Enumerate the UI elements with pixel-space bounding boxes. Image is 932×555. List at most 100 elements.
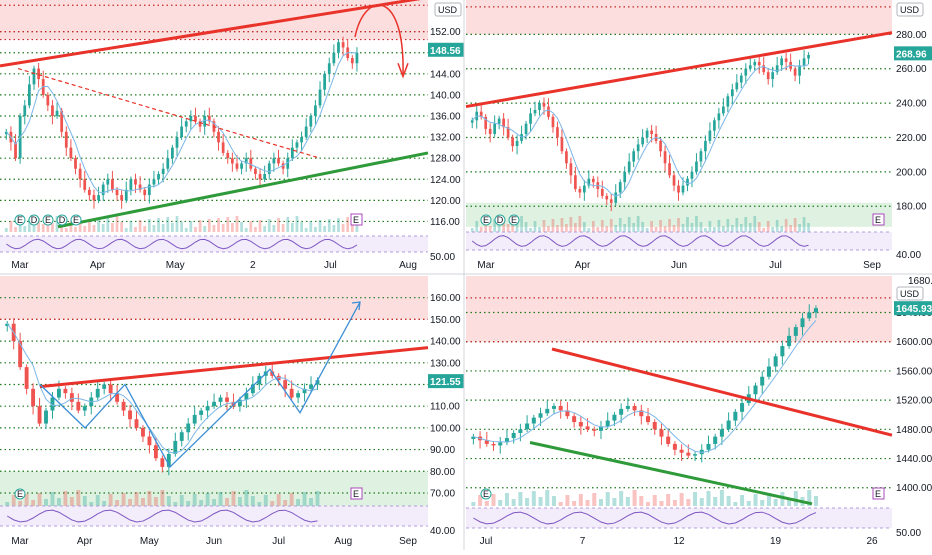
candle[interactable] — [679, 449, 684, 453]
candle[interactable] — [143, 189, 147, 196]
event-marker[interactable] — [14, 488, 26, 500]
candle[interactable] — [267, 163, 271, 174]
candle[interactable] — [618, 182, 622, 193]
candle[interactable] — [479, 111, 483, 117]
candle[interactable] — [124, 189, 128, 201]
candle[interactable] — [57, 388, 61, 398]
candle[interactable] — [639, 410, 644, 417]
trend-line[interactable] — [551, 347, 893, 437]
candle[interactable] — [192, 414, 197, 424]
candle[interactable] — [74, 158, 77, 169]
candle[interactable] — [207, 116, 211, 122]
candle[interactable] — [186, 423, 191, 433]
candle[interactable] — [531, 417, 536, 424]
candle[interactable] — [160, 458, 165, 467]
candle[interactable] — [542, 103, 546, 107]
candle[interactable] — [690, 171, 694, 179]
candle[interactable] — [300, 137, 303, 143]
candle[interactable] — [97, 195, 100, 201]
candle[interactable] — [646, 416, 651, 423]
candle[interactable] — [147, 436, 152, 446]
candle[interactable] — [493, 123, 497, 135]
currency-box[interactable] — [896, 2, 924, 17]
candle[interactable] — [134, 179, 137, 185]
earnings-flag[interactable] — [872, 213, 885, 226]
candle[interactable] — [244, 393, 249, 400]
candle[interactable] — [672, 175, 676, 186]
panel-bottom-right[interactable]: 1640.001600.001560.001520.001480.001440.… — [466, 276, 932, 547]
candle[interactable] — [341, 42, 345, 48]
candle[interactable] — [221, 142, 225, 153]
candle[interactable] — [157, 174, 160, 180]
candle[interactable] — [152, 179, 156, 185]
candle[interactable] — [632, 405, 637, 411]
candle[interactable] — [699, 151, 703, 162]
candle[interactable] — [668, 163, 671, 176]
candle[interactable] — [128, 410, 132, 420]
candle[interactable] — [166, 158, 170, 169]
candle[interactable] — [350, 58, 354, 64]
candle[interactable] — [95, 388, 100, 398]
candle[interactable] — [31, 388, 36, 407]
candle[interactable] — [600, 189, 604, 196]
candle[interactable] — [263, 174, 267, 180]
candle[interactable] — [666, 436, 671, 444]
candle[interactable] — [63, 388, 68, 394]
candle[interactable] — [27, 84, 31, 106]
candle[interactable] — [686, 178, 689, 186]
candle[interactable] — [231, 401, 236, 407]
candle[interactable] — [304, 126, 308, 138]
candle[interactable] — [115, 393, 120, 402]
candle[interactable] — [14, 142, 17, 159]
candle[interactable] — [134, 419, 139, 428]
candle[interactable] — [290, 147, 294, 159]
candle[interactable] — [244, 158, 248, 164]
candle[interactable] — [627, 161, 631, 172]
candle[interactable] — [491, 443, 496, 446]
panel-top-left[interactable]: 152.00148.00144.00140.00136.00132.00128.… — [0, 0, 464, 271]
candle[interactable] — [69, 147, 73, 159]
event-marker[interactable] — [42, 214, 54, 226]
candle[interactable] — [551, 116, 555, 128]
candle[interactable] — [50, 397, 55, 411]
candle[interactable] — [180, 126, 184, 138]
candle[interactable] — [314, 105, 317, 116]
candle[interactable] — [32, 68, 36, 85]
candle[interactable] — [800, 318, 805, 328]
candle[interactable] — [83, 179, 87, 190]
candle[interactable] — [76, 401, 81, 411]
candle[interactable] — [218, 397, 223, 402]
panel-bottom-left[interactable]: 160.00150.00140.00130.00120.00110.00100.… — [0, 276, 464, 547]
candle[interactable] — [556, 127, 559, 138]
candle[interactable] — [147, 184, 151, 196]
candle[interactable] — [129, 179, 133, 190]
candle[interactable] — [753, 385, 758, 395]
candle[interactable] — [744, 68, 748, 76]
candle[interactable] — [787, 335, 792, 347]
candle[interactable] — [286, 158, 290, 169]
candle[interactable] — [44, 410, 48, 424]
candle[interactable] — [591, 178, 595, 183]
candle[interactable] — [37, 68, 40, 80]
candle[interactable] — [614, 192, 618, 203]
candle[interactable] — [706, 443, 711, 450]
candle[interactable] — [780, 346, 785, 357]
candle[interactable] — [295, 142, 299, 148]
candle[interactable] — [813, 308, 818, 313]
candle[interactable] — [592, 429, 597, 431]
candle[interactable] — [153, 445, 158, 459]
candle[interactable] — [565, 410, 570, 417]
candle[interactable] — [722, 106, 725, 114]
candle[interactable] — [677, 185, 680, 193]
candle[interactable] — [69, 393, 74, 402]
candle[interactable] — [82, 406, 87, 411]
candle[interactable] — [18, 341, 23, 368]
projection-path[interactable] — [39, 301, 361, 469]
candle[interactable] — [663, 151, 667, 164]
currency-box[interactable] — [896, 286, 924, 301]
candle[interactable] — [60, 110, 64, 132]
candle[interactable] — [766, 72, 770, 80]
candle[interactable] — [565, 151, 568, 164]
candle[interactable] — [108, 384, 113, 394]
earnings-flag[interactable] — [872, 487, 885, 500]
